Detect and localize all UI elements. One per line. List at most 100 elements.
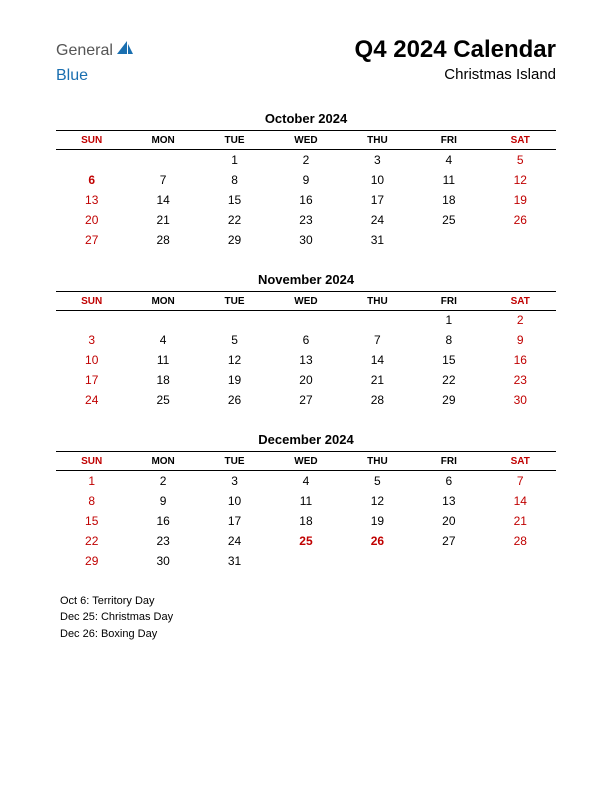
table-row: 2728293031 <box>56 230 556 250</box>
day-cell: 24 <box>342 210 413 230</box>
day-cell: 17 <box>342 190 413 210</box>
page-title: Q4 2024 Calendar <box>355 36 556 64</box>
day-cell: 24 <box>199 531 270 551</box>
day-cell: 2 <box>270 150 341 170</box>
day-cell: 8 <box>413 330 484 350</box>
day-header: MON <box>127 291 198 310</box>
day-cell: 8 <box>199 170 270 190</box>
day-header: WED <box>270 291 341 310</box>
table-row: 10111213141516 <box>56 350 556 370</box>
day-cell: 3 <box>56 330 127 350</box>
table-row: 22232425262728 <box>56 531 556 551</box>
day-cell: 4 <box>270 471 341 491</box>
day-cell: 11 <box>413 170 484 190</box>
day-cell <box>413 551 484 571</box>
day-cell: 16 <box>127 511 198 531</box>
day-cell: 28 <box>342 390 413 410</box>
day-header: SUN <box>56 131 127 150</box>
day-cell: 13 <box>56 190 127 210</box>
day-cell: 26 <box>199 390 270 410</box>
day-cell: 17 <box>199 511 270 531</box>
day-cell: 1 <box>413 310 484 330</box>
day-cell: 25 <box>413 210 484 230</box>
day-header: WED <box>270 131 341 150</box>
day-cell: 23 <box>127 531 198 551</box>
day-cell: 27 <box>413 531 484 551</box>
day-header: TUE <box>199 131 270 150</box>
day-cell <box>485 230 556 250</box>
day-header: SUN <box>56 291 127 310</box>
day-cell: 13 <box>270 350 341 370</box>
day-cell: 25 <box>127 390 198 410</box>
day-cell: 1 <box>56 471 127 491</box>
day-cell: 21 <box>485 511 556 531</box>
months-container: October 2024SUNMONTUEWEDTHUFRISAT1234567… <box>56 111 556 571</box>
day-cell: 12 <box>199 350 270 370</box>
table-row: 12 <box>56 310 556 330</box>
day-header: THU <box>342 131 413 150</box>
day-cell: 27 <box>270 390 341 410</box>
day-cell: 23 <box>485 370 556 390</box>
day-cell: 5 <box>485 150 556 170</box>
holiday-line: Dec 25: Christmas Day <box>60 609 556 626</box>
day-cell: 17 <box>56 370 127 390</box>
day-cell: 8 <box>56 491 127 511</box>
day-header: WED <box>270 452 341 471</box>
logo: General <box>56 42 135 60</box>
day-header: SAT <box>485 452 556 471</box>
day-cell: 3 <box>342 150 413 170</box>
day-cell: 9 <box>127 491 198 511</box>
holiday-list: Oct 6: Territory DayDec 25: Christmas Da… <box>56 593 556 643</box>
day-cell: 24 <box>56 390 127 410</box>
month-block: November 2024SUNMONTUEWEDTHUFRISAT123456… <box>56 272 556 411</box>
day-cell: 2 <box>127 471 198 491</box>
day-cell: 14 <box>485 491 556 511</box>
day-cell <box>270 310 341 330</box>
day-cell: 20 <box>413 511 484 531</box>
day-cell: 4 <box>127 330 198 350</box>
month-block: October 2024SUNMONTUEWEDTHUFRISAT1234567… <box>56 111 556 250</box>
table-row: 12345 <box>56 150 556 170</box>
day-header: MON <box>127 452 198 471</box>
day-cell: 29 <box>199 230 270 250</box>
day-header: FRI <box>413 291 484 310</box>
day-cell: 15 <box>413 350 484 370</box>
day-header: SUN <box>56 452 127 471</box>
table-row: 891011121314 <box>56 491 556 511</box>
day-cell: 6 <box>270 330 341 350</box>
day-cell: 23 <box>270 210 341 230</box>
table-row: 6789101112 <box>56 170 556 190</box>
table-row: 3456789 <box>56 330 556 350</box>
day-header: MON <box>127 131 198 150</box>
table-row: 293031 <box>56 551 556 571</box>
table-row: 20212223242526 <box>56 210 556 230</box>
day-cell: 22 <box>413 370 484 390</box>
day-cell: 5 <box>342 471 413 491</box>
day-header: TUE <box>199 452 270 471</box>
logo-text-general: General <box>56 42 113 60</box>
day-cell: 18 <box>413 190 484 210</box>
day-cell: 5 <box>199 330 270 350</box>
calendar-table: SUNMONTUEWEDTHUFRISAT1234567891011121314… <box>56 451 556 571</box>
table-row: 1234567 <box>56 471 556 491</box>
day-cell <box>56 150 127 170</box>
day-cell: 25 <box>270 531 341 551</box>
month-block: December 2024SUNMONTUEWEDTHUFRISAT123456… <box>56 432 556 571</box>
day-cell <box>342 310 413 330</box>
day-cell: 21 <box>342 370 413 390</box>
day-cell: 2 <box>485 310 556 330</box>
day-cell: 31 <box>342 230 413 250</box>
logo-sail-icon <box>115 39 135 57</box>
table-row: 24252627282930 <box>56 390 556 410</box>
day-cell: 30 <box>127 551 198 571</box>
day-cell: 15 <box>56 511 127 531</box>
day-cell <box>342 551 413 571</box>
day-cell: 26 <box>342 531 413 551</box>
title-block: Q4 2024 Calendar Christmas Island <box>355 36 556 83</box>
day-cell: 4 <box>413 150 484 170</box>
day-cell: 31 <box>199 551 270 571</box>
day-cell: 14 <box>127 190 198 210</box>
day-cell: 11 <box>127 350 198 370</box>
day-cell: 7 <box>342 330 413 350</box>
day-cell: 29 <box>413 390 484 410</box>
